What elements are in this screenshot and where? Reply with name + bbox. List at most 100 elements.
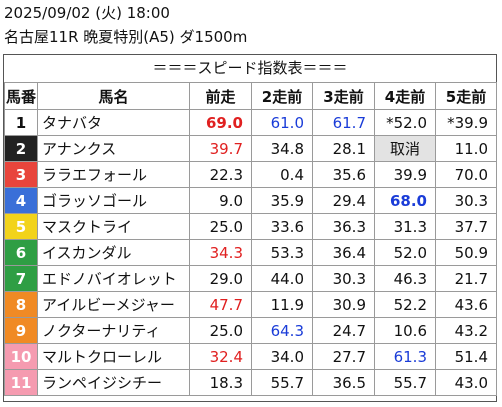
speed-index-cell: 25.0 — [189, 317, 252, 344]
speed-index-cell: 55.7 — [374, 369, 436, 396]
speed-index-cell: 27.7 — [312, 343, 375, 370]
col-header-last: 前走 — [189, 82, 252, 110]
speed-index-cell: 28.1 — [312, 135, 375, 162]
speed-index-cell: 29.0 — [189, 265, 252, 292]
col-header-5back: 5走前 — [435, 82, 497, 110]
speed-index-table: 馬番 馬名 前走 2走前 3走前 4走前 5走前 1 タナバタ 69.0 61.0 61… — [4, 82, 497, 396]
speed-index-cell: 0.4 — [251, 161, 313, 188]
table-row: 10 マルトクローレル 32.4 34.0 27.7 61.3 51.4 — [4, 343, 497, 370]
speed-index-cell: 70.0 — [435, 161, 497, 188]
speed-index-cell: 44.0 — [251, 265, 313, 292]
speed-index-cell: 11.0 — [435, 135, 497, 162]
speed-index-cell: 36.4 — [312, 239, 375, 266]
col-header-2back: 2走前 — [251, 82, 313, 110]
speed-index-cell: 47.7 — [189, 291, 252, 318]
table-row: 1 タナバタ 69.0 61.0 61.7 *52.0 *39.9 — [4, 109, 497, 136]
horse-name: ララエフォール — [37, 161, 190, 188]
table-row: 3 ララエフォール 22.3 0.4 35.6 39.9 70.0 — [4, 161, 497, 188]
table-banner: ＝＝＝スピード指数表＝＝＝ — [4, 55, 496, 83]
speed-index-cell: 25.0 — [189, 213, 252, 240]
horse-number: 5 — [4, 213, 38, 240]
horse-number: 3 — [4, 161, 38, 188]
horse-number: 2 — [4, 135, 38, 162]
horse-name: アイルビーメジャー — [37, 291, 190, 318]
speed-index-cell: 61.3 — [374, 343, 436, 370]
horse-name: タナバタ — [37, 109, 190, 136]
horse-number: 4 — [4, 187, 38, 214]
horse-name: アナンクス — [37, 135, 190, 162]
speed-index-cell: 取消 — [374, 135, 436, 162]
speed-index-cell: 24.7 — [312, 317, 375, 344]
speed-index-cell: 37.7 — [435, 213, 497, 240]
speed-index-cell: 69.0 — [189, 109, 252, 136]
col-header-3back: 3走前 — [312, 82, 375, 110]
horse-name: マルトクローレル — [37, 343, 190, 370]
table-row: 11 ランペイジシチー 18.3 55.7 36.5 55.7 43.0 — [4, 369, 497, 396]
table-row: 5 マスクトライ 25.0 33.6 36.3 31.3 37.7 — [4, 213, 497, 240]
horse-name: ゴラッソゴール — [37, 187, 190, 214]
speed-index-cell: 33.6 — [251, 213, 313, 240]
speed-index-cell: 32.4 — [189, 343, 252, 370]
speed-index-cell: 68.0 — [374, 187, 436, 214]
speed-index-cell: 35.9 — [251, 187, 313, 214]
speed-index-cell: 52.0 — [374, 239, 436, 266]
speed-index-cell: 50.9 — [435, 239, 497, 266]
horse-number: 10 — [4, 343, 38, 370]
horse-number: 6 — [4, 239, 38, 266]
horse-number: 8 — [4, 291, 38, 318]
speed-index-cell: 36.5 — [312, 369, 375, 396]
speed-index-cell: 51.4 — [435, 343, 497, 370]
speed-index-cell: 43.6 — [435, 291, 497, 318]
speed-index-cell: 34.8 — [251, 135, 313, 162]
speed-index-cell: 46.3 — [374, 265, 436, 292]
speed-index-cell: 43.2 — [435, 317, 497, 344]
speed-index-cell: 34.0 — [251, 343, 313, 370]
horse-name: エドノバイオレット — [37, 265, 190, 292]
speed-index-cell: 21.7 — [435, 265, 497, 292]
col-header-4back: 4走前 — [374, 82, 436, 110]
speed-index-cell: 52.2 — [374, 291, 436, 318]
race-title: 名古屋11R 晩夏特別(A5) ダ1500m — [4, 28, 248, 46]
table-row: 2 アナンクス 39.7 34.8 28.1 取消 11.0 — [4, 135, 497, 162]
speed-index-cell: 34.3 — [189, 239, 252, 266]
horse-name: マスクトライ — [37, 213, 190, 240]
table-row: 9 ノクターナリティ 25.0 64.3 24.7 10.6 43.2 — [4, 317, 497, 344]
horse-number: 7 — [4, 265, 38, 292]
speed-index-cell: 55.7 — [251, 369, 313, 396]
table-row: 4 ゴラッソゴール 9.0 35.9 29.4 68.0 30.3 — [4, 187, 497, 214]
table-row: 7 エドノバイオレット 29.0 44.0 30.3 46.3 21.7 — [4, 265, 497, 292]
speed-index-cell: 31.3 — [374, 213, 436, 240]
speed-index-cell: 64.3 — [251, 317, 313, 344]
horse-number: 1 — [4, 109, 38, 136]
speed-index-cell: *52.0 — [374, 109, 436, 136]
horse-number: 9 — [4, 317, 38, 344]
race-datetime: 2025/09/02 (火) 18:00 — [4, 4, 170, 22]
table-row: 8 アイルビーメジャー 47.7 11.9 30.9 52.2 43.6 — [4, 291, 497, 318]
speed-index-cell: 39.9 — [374, 161, 436, 188]
speed-index-cell: 29.4 — [312, 187, 375, 214]
speed-index-cell: 61.0 — [251, 109, 313, 136]
speed-index-cell: 30.3 — [435, 187, 497, 214]
speed-index-table-box: ＝＝＝スピード指数表＝＝＝ 馬番 馬名 前走 2走前 3走前 4走前 — [3, 54, 497, 402]
horse-name: イスカンダル — [37, 239, 190, 266]
speed-index-cell: 61.7 — [312, 109, 375, 136]
col-header-number: 馬番 — [4, 82, 38, 110]
speed-index-cell: 30.9 — [312, 291, 375, 318]
speed-index-cell: 53.3 — [251, 239, 313, 266]
table-row: 6 イスカンダル 34.3 53.3 36.4 52.0 50.9 — [4, 239, 497, 266]
speed-index-cell: 22.3 — [189, 161, 252, 188]
horse-name: ノクターナリティ — [37, 317, 190, 344]
speed-index-cell: 9.0 — [189, 187, 252, 214]
speed-index-cell: 18.3 — [189, 369, 252, 396]
col-header-name: 馬名 — [37, 82, 190, 110]
speed-index-cell: 36.3 — [312, 213, 375, 240]
speed-index-cell: 11.9 — [251, 291, 313, 318]
speed-index-cell: 35.6 — [312, 161, 375, 188]
horse-number: 11 — [4, 369, 38, 396]
speed-index-cell: *39.9 — [435, 109, 497, 136]
speed-index-cell: 39.7 — [189, 135, 252, 162]
horse-name: ランペイジシチー — [37, 369, 190, 396]
speed-index-cell: 43.0 — [435, 369, 497, 396]
speed-index-cell: 30.3 — [312, 265, 375, 292]
